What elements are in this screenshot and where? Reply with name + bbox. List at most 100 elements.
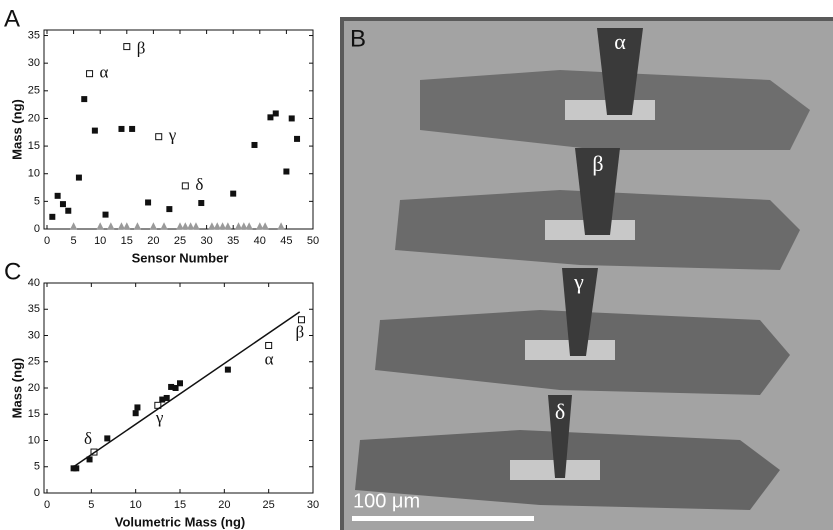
x-tick-label: 15 (174, 499, 186, 511)
point (224, 366, 231, 373)
point (155, 133, 163, 141)
point (75, 174, 82, 181)
tip-label: α (614, 29, 626, 54)
x-tick-label: 20 (147, 235, 159, 247)
point (230, 190, 237, 197)
point (277, 222, 285, 230)
point (265, 341, 273, 349)
point (117, 222, 125, 230)
y-tick-label: 5 (34, 461, 40, 473)
y-tick-label: 0 (34, 487, 40, 499)
annotation: δ (84, 429, 92, 448)
tip (562, 268, 598, 356)
y-tick-label: 20 (28, 382, 40, 394)
y-tick-label: 5 (34, 195, 40, 207)
chart: 0 5 10 15 20 25 30 0 5 10 15 20 25 30 35 40 Volumetric M… (4, 258, 319, 529)
x-tick-label: 0 (44, 499, 50, 511)
point (261, 222, 269, 230)
panel-label: B (350, 25, 366, 52)
annotation: α (100, 63, 109, 82)
tip-label: β (592, 151, 603, 176)
point (96, 222, 104, 230)
x-tick-label: 45 (280, 235, 292, 247)
point (166, 206, 173, 213)
point (65, 207, 72, 214)
point (102, 211, 109, 218)
annotation: α (265, 349, 274, 368)
point (288, 115, 295, 122)
panel-label: A (4, 5, 20, 32)
sem-image: B α β γ δ 100 μm (340, 17, 833, 530)
point (192, 222, 200, 230)
tip (575, 148, 620, 235)
point (172, 385, 179, 391)
x-tick-label: 5 (71, 235, 77, 247)
point (134, 404, 141, 411)
y-tick-label: 35 (28, 303, 40, 315)
y-tick-label: 35 (28, 29, 40, 41)
x-tick-label: 15 (121, 235, 133, 247)
point (104, 435, 111, 442)
point (91, 127, 98, 134)
tip-label: δ (555, 399, 565, 424)
y-tick-label: 10 (28, 168, 40, 180)
y-tick-label: 10 (28, 434, 40, 446)
point (224, 222, 232, 230)
point (177, 380, 183, 387)
point (176, 222, 184, 230)
y-tick-label: 30 (28, 57, 40, 69)
y-tick-label: 30 (28, 329, 40, 341)
annotation: δ (195, 175, 203, 194)
point (49, 213, 56, 220)
point (132, 410, 139, 417)
x-axis-label: Sensor Number (132, 250, 229, 265)
point (181, 182, 189, 190)
scale-bar-label: 100 μm (353, 490, 420, 512)
tip (548, 395, 572, 478)
point (213, 222, 221, 230)
point (198, 200, 205, 207)
point (181, 222, 189, 230)
point (251, 141, 258, 148)
x-tick-label: 10 (94, 235, 106, 247)
x-tick-label: 10 (130, 499, 142, 511)
point (107, 222, 115, 230)
y-axis-label: Mass (ng) (9, 99, 24, 160)
point (123, 43, 131, 51)
y-tick-label: 40 (28, 277, 40, 289)
plot-frame (43, 29, 314, 230)
annotation: β (137, 38, 146, 57)
x-tick-label: 40 (254, 235, 266, 247)
x-tick-label: 0 (44, 235, 50, 247)
point (118, 125, 125, 132)
y-tick-label: 15 (28, 140, 40, 152)
point (294, 135, 301, 142)
y-tick-label: 25 (28, 356, 40, 368)
point (54, 192, 61, 199)
point (73, 465, 80, 472)
point (123, 222, 131, 230)
point (208, 222, 216, 230)
point (272, 110, 279, 117)
point (86, 456, 93, 463)
point (129, 125, 136, 132)
point (81, 96, 88, 103)
x-tick-label: 25 (174, 235, 186, 247)
annotation: γ (168, 126, 177, 145)
fit-line (73, 311, 301, 468)
point (245, 222, 253, 230)
x-tick-label: 50 (307, 235, 319, 247)
chart: 0 5 10 15 20 25 30 35 40 45 50 0 5 10 15 20 25 30 35 Sensor… (4, 5, 319, 265)
point (235, 222, 243, 230)
point (187, 222, 195, 230)
x-tick-label: 25 (263, 499, 275, 511)
point (160, 222, 168, 230)
tip-label: γ (573, 269, 584, 294)
point (59, 201, 66, 208)
point (168, 383, 175, 390)
y-tick-label: 0 (34, 223, 40, 235)
annotation: γ (155, 408, 164, 427)
point (267, 114, 274, 121)
x-tick-label: 20 (218, 499, 230, 511)
